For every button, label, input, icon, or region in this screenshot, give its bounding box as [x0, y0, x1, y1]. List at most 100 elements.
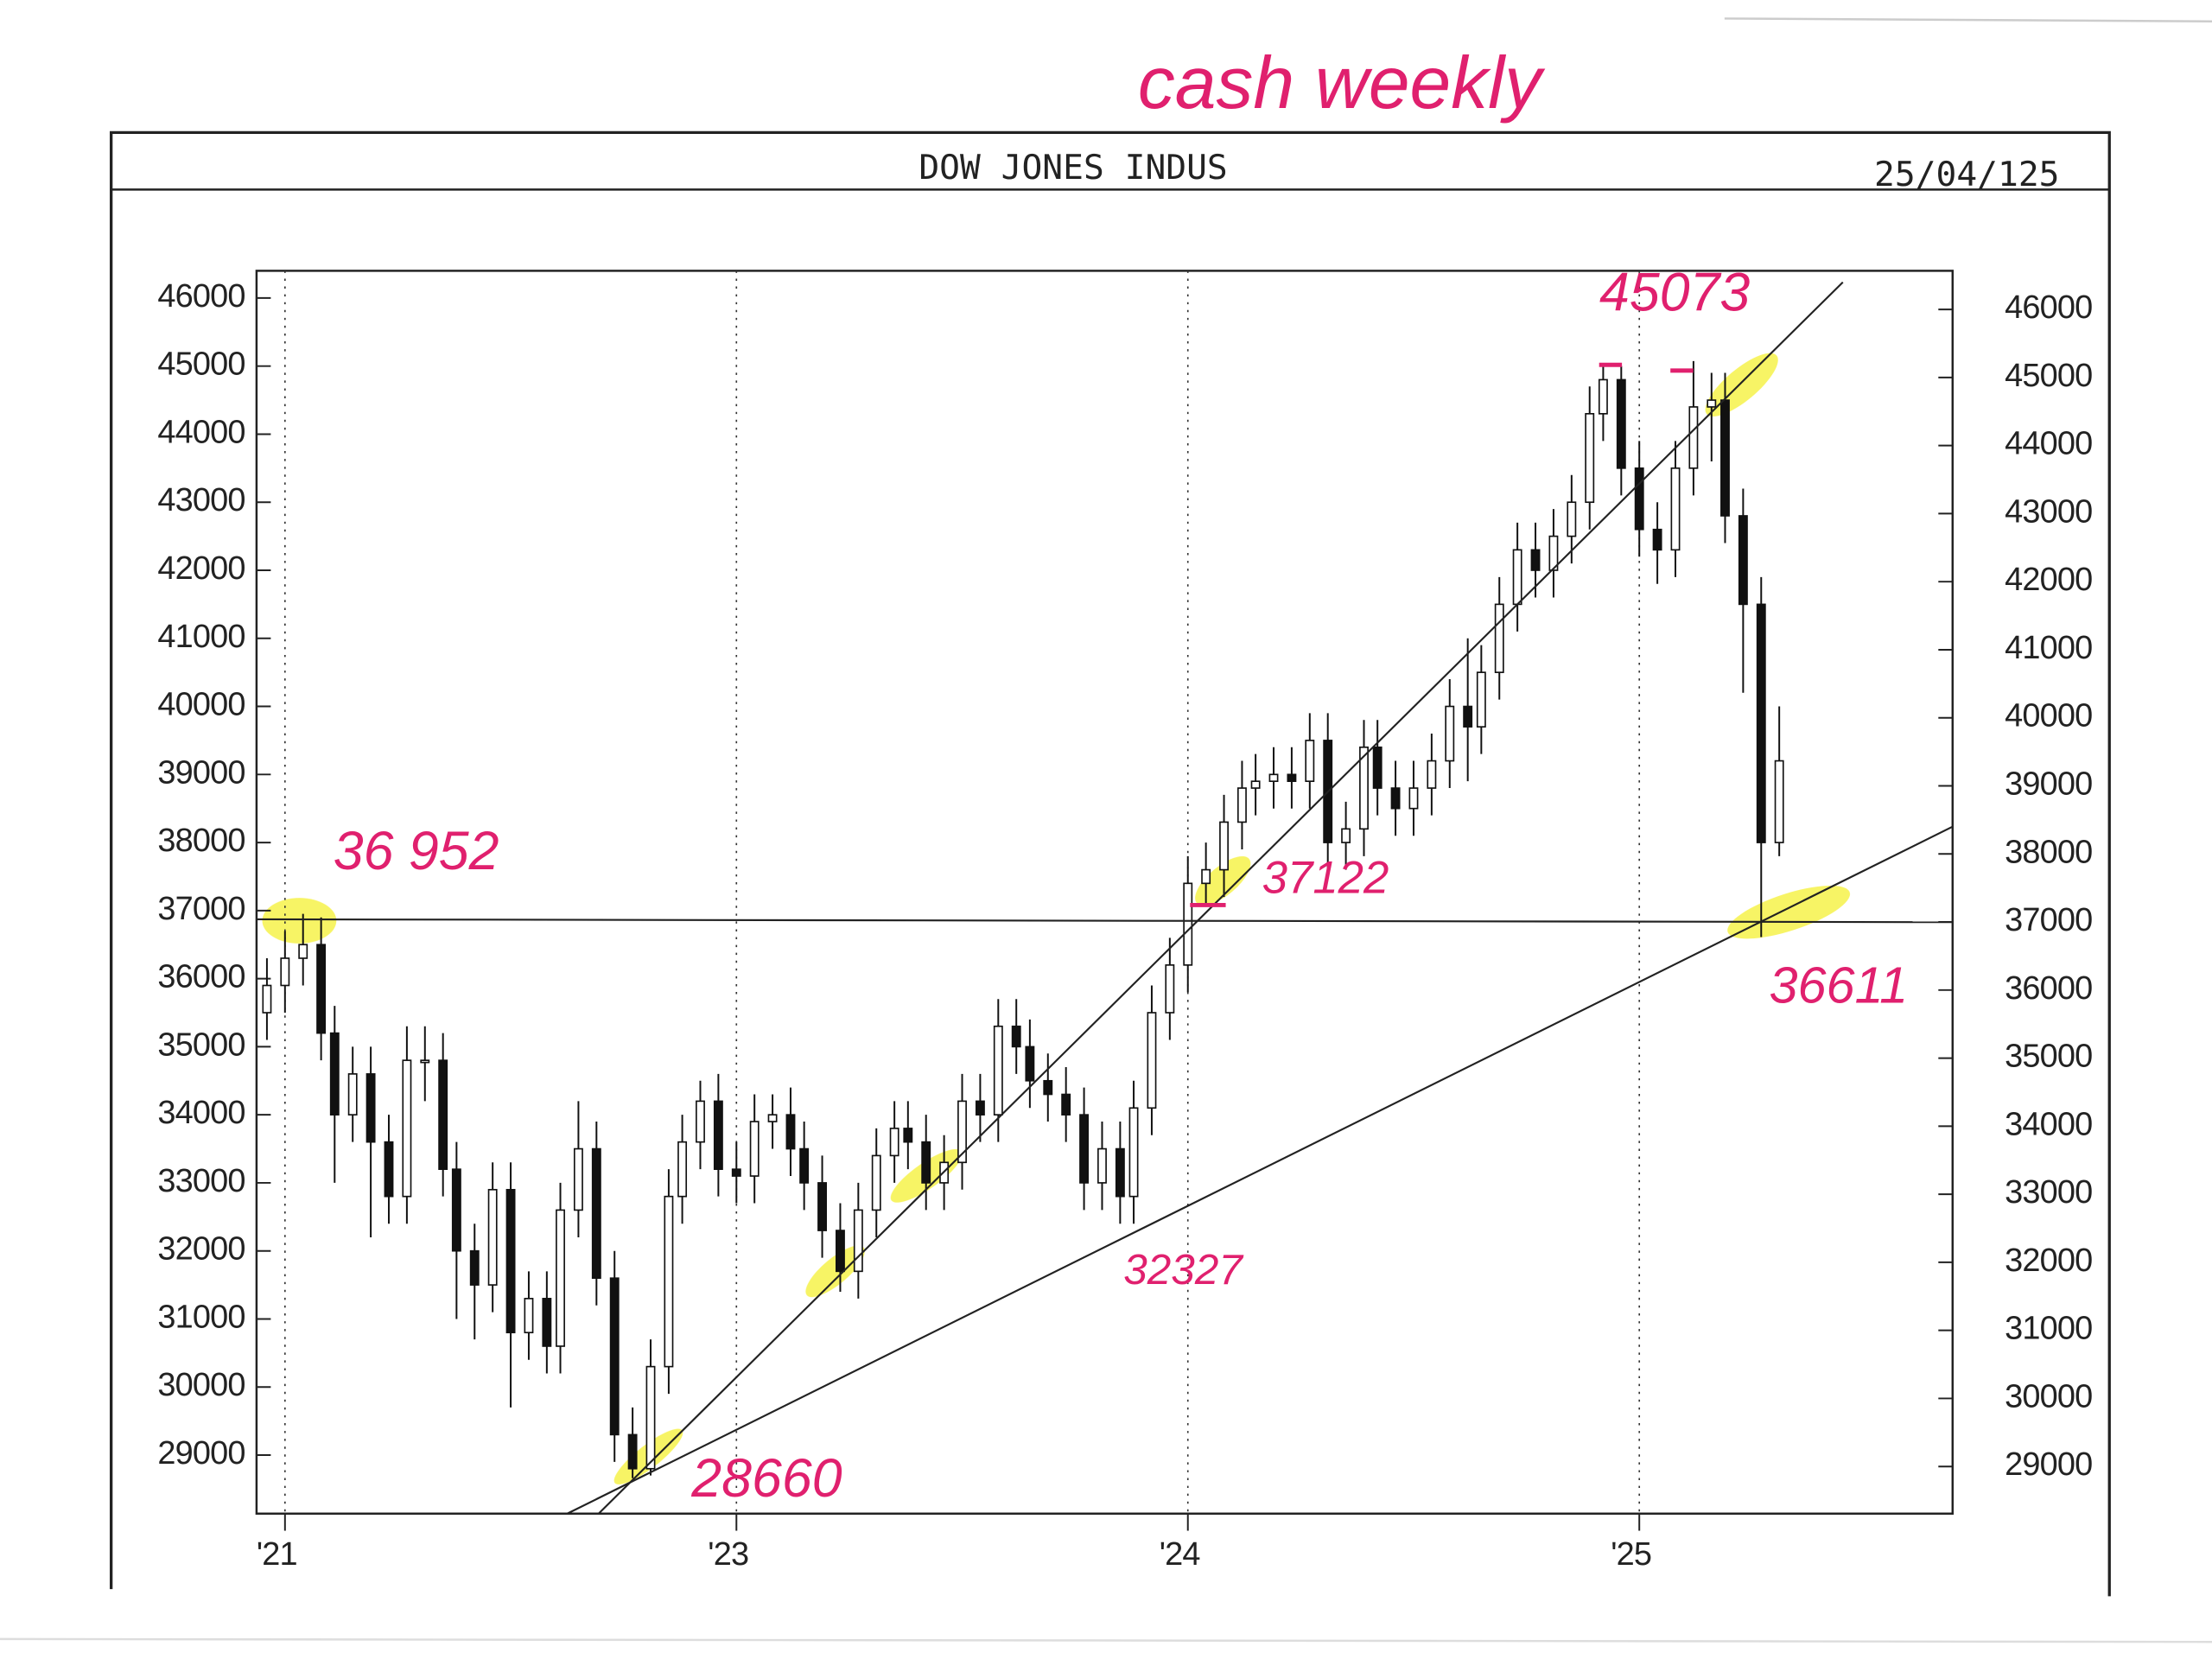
candle-body [785, 1114, 796, 1150]
trend-line [598, 281, 1844, 1515]
candle-body [384, 1141, 394, 1198]
candle-body [573, 1147, 583, 1211]
candle-body [505, 1188, 516, 1334]
candle-body [591, 1147, 601, 1280]
y-tick-label: 33000 [157, 1163, 245, 1199]
y-tick-label: 40000 [157, 687, 245, 723]
y2-tick-label: 43000 [2005, 493, 2092, 530]
candle-body [280, 957, 290, 987]
candle-body [1201, 868, 1211, 885]
candle-body [1548, 535, 1559, 571]
plot-area [255, 270, 1955, 1515]
candle-body [1147, 1012, 1157, 1109]
y-tick-label: 41000 [157, 619, 245, 655]
highlight [1727, 885, 1851, 939]
candle-body [1128, 1107, 1139, 1198]
candle-body [1305, 740, 1315, 783]
candle-body [767, 1114, 778, 1122]
candle-body [1268, 773, 1279, 783]
candle-body [1359, 746, 1369, 830]
candle-body [1585, 412, 1595, 504]
y2-tick-label: 45000 [2005, 358, 2092, 394]
annotation: 36 952 [334, 821, 499, 881]
y-tick-label: 31000 [157, 1299, 245, 1335]
candle-body [677, 1141, 688, 1198]
y2-tick-label: 41000 [2005, 630, 2092, 666]
candle-body [1011, 1025, 1021, 1048]
scan-edge [0, 1637, 2212, 1643]
candle-body [298, 944, 308, 959]
candle-body [1463, 705, 1473, 728]
y2-tick-label: 29000 [2005, 1446, 2092, 1483]
candle-body [645, 1365, 656, 1470]
highlight [805, 1245, 865, 1298]
y2-tick-label: 34000 [2005, 1106, 2092, 1142]
candle-body [1774, 760, 1784, 843]
y2-tick-label: 36000 [2005, 970, 2092, 1007]
candle-body [1634, 467, 1644, 531]
x-tick-label: '25 [1611, 1536, 1651, 1573]
y-tick-label: 38000 [157, 823, 245, 859]
annotation: 36611 [1769, 956, 1908, 1014]
annotation: 28660 [690, 1448, 842, 1509]
candle-body [1494, 603, 1504, 673]
candle-body [975, 1100, 985, 1116]
candle-body [1287, 773, 1297, 783]
plot: 29000 29000 30000 30000 31000 31000 32000 32000… [157, 270, 2093, 1573]
candle-body [1512, 549, 1522, 606]
trend-line [567, 825, 1954, 1515]
candle-body [1567, 501, 1577, 537]
y2-tick-label: 31000 [2005, 1311, 2092, 1347]
candle-body [1025, 1046, 1035, 1082]
y-tick-label: 32000 [157, 1231, 245, 1268]
x-tick-label: '23 [708, 1536, 748, 1573]
candle-body [1372, 746, 1382, 789]
candle-body [262, 984, 272, 1014]
candle-body [524, 1298, 534, 1334]
candle-body [1476, 671, 1486, 728]
candle-body [664, 1195, 674, 1368]
candle-body [799, 1147, 810, 1184]
candle-body [993, 1025, 1003, 1116]
candle-body [316, 944, 327, 1034]
candle-body [1652, 528, 1662, 551]
y2-tick-label: 39000 [2005, 766, 2092, 803]
candle-body [1061, 1093, 1071, 1116]
candle-body [1390, 787, 1401, 810]
annotations: cash weekly 45073 36 952 37122 28660 323… [334, 41, 1908, 1509]
candle-body [1165, 964, 1175, 1014]
y2-tick-label: 37000 [2005, 902, 2092, 938]
candle-body [609, 1277, 620, 1436]
y-tick-label: 29000 [157, 1435, 245, 1471]
candle-body [1756, 603, 1766, 843]
candle-body [438, 1059, 448, 1170]
candle-body [749, 1121, 760, 1177]
candle-body [1115, 1147, 1125, 1198]
candle-body [1341, 828, 1351, 843]
y-tick-label: 35000 [157, 1027, 245, 1063]
y2-tick-label: 46000 [2005, 289, 2092, 326]
y-tick-label: 36000 [157, 959, 245, 995]
y-tick-label: 37000 [157, 891, 245, 927]
candle-body [1445, 705, 1455, 762]
y2-tick-label: 44000 [2005, 426, 2092, 462]
candle-body [1670, 467, 1681, 551]
candle-body [542, 1298, 552, 1347]
candle-body [903, 1128, 913, 1143]
y2-tick-label: 35000 [2005, 1039, 2092, 1075]
candle-body [556, 1209, 565, 1347]
candle-body [365, 1073, 376, 1143]
candle-body [1043, 1079, 1053, 1096]
annotation: 37122 [1262, 852, 1389, 903]
candle-body [1707, 399, 1717, 408]
y-tick-label: 39000 [157, 754, 245, 791]
candle-body [627, 1433, 638, 1470]
candle-body [1250, 780, 1261, 789]
y2-tick-label: 38000 [2005, 834, 2092, 870]
candle-body [921, 1141, 931, 1184]
candle-body [836, 1230, 845, 1273]
candle-body [487, 1188, 498, 1286]
y-tick-label: 43000 [157, 482, 245, 518]
